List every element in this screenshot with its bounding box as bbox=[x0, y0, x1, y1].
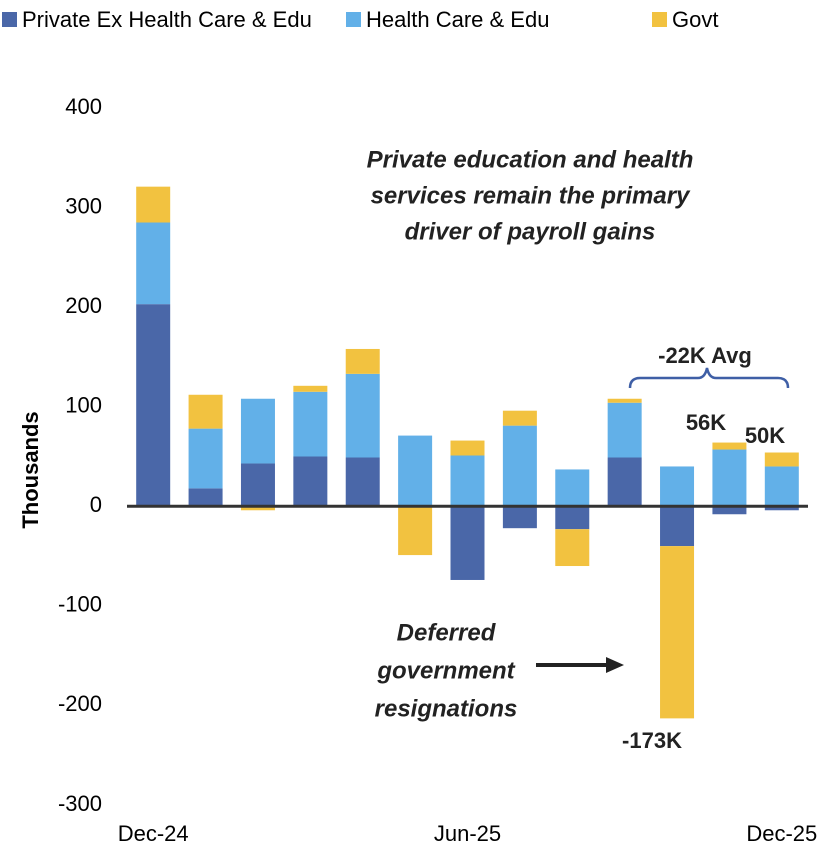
y-tick-label: 100 bbox=[65, 393, 102, 418]
x-tick-label: Dec-24 bbox=[118, 821, 189, 846]
bar-segment bbox=[764, 452, 799, 467]
average-label: -22K Avg bbox=[658, 343, 752, 368]
bar-segment bbox=[660, 546, 695, 719]
bar-segment bbox=[398, 506, 433, 556]
bar-segment bbox=[345, 373, 380, 458]
annotation: resignations bbox=[375, 695, 518, 722]
y-tick-label: 400 bbox=[65, 94, 102, 119]
legend-swatch bbox=[346, 12, 361, 27]
bar-segment bbox=[712, 506, 747, 515]
bar-segment bbox=[188, 488, 223, 507]
y-tick-label: -300 bbox=[58, 791, 102, 816]
bar-segment bbox=[607, 402, 642, 458]
bar-segment bbox=[712, 442, 747, 450]
y-tick-label: 300 bbox=[65, 193, 102, 218]
arrow-head bbox=[606, 657, 624, 673]
bar-segment bbox=[240, 463, 275, 507]
bar-segment bbox=[188, 428, 223, 489]
bar-segment bbox=[555, 529, 590, 567]
bar-segment bbox=[188, 394, 223, 429]
annotation: Deferred bbox=[397, 619, 497, 646]
annotation: Private education and health bbox=[367, 146, 694, 173]
bar-segment bbox=[450, 440, 485, 456]
bar-segment bbox=[293, 391, 328, 457]
total-label: -173K bbox=[622, 728, 682, 753]
bar-segment bbox=[660, 506, 695, 547]
bar-segment bbox=[502, 506, 537, 529]
total-label: 50K bbox=[745, 423, 785, 448]
bar-segment bbox=[555, 469, 590, 507]
bar-segment bbox=[293, 385, 328, 392]
brace bbox=[628, 367, 790, 389]
bar-segment bbox=[345, 348, 380, 374]
annotation: driver of payroll gains bbox=[405, 218, 656, 245]
annotation: government bbox=[376, 657, 515, 684]
annotation: services remain the primary bbox=[371, 182, 691, 209]
bar-segment bbox=[398, 435, 433, 507]
bar-segment bbox=[240, 506, 275, 511]
y-tick-label: -200 bbox=[58, 691, 102, 716]
bar-segment bbox=[555, 506, 590, 530]
bar-segment bbox=[136, 222, 171, 305]
y-tick-label: -100 bbox=[58, 592, 102, 617]
bar-segment bbox=[607, 457, 642, 507]
legend-swatch bbox=[2, 12, 17, 27]
legend-label: Govt bbox=[672, 7, 718, 32]
bar-segment bbox=[764, 506, 799, 511]
y-axis-label: Thousands bbox=[18, 411, 43, 528]
bar-segment bbox=[502, 410, 537, 426]
legend-label: Private Ex Health Care & Edu bbox=[22, 7, 312, 32]
bar-segment bbox=[345, 457, 380, 507]
bar-segment bbox=[502, 425, 537, 507]
bar-segment bbox=[712, 449, 747, 507]
bar-segment bbox=[136, 186, 171, 223]
bar-segment bbox=[136, 304, 171, 507]
x-tick-label: Jun-25 bbox=[434, 821, 501, 846]
legend-label: Health Care & Edu bbox=[366, 7, 549, 32]
y-tick-label: 0 bbox=[90, 492, 102, 517]
x-tick-label: Dec-25 bbox=[746, 821, 817, 846]
legend-swatch bbox=[652, 12, 667, 27]
total-label: 56K bbox=[686, 410, 726, 435]
bar-segment bbox=[764, 466, 799, 507]
annotations: Private education and health services re… bbox=[367, 146, 790, 753]
bar-segment bbox=[607, 398, 642, 403]
bar-segment bbox=[293, 456, 328, 507]
bar-segment bbox=[450, 506, 485, 580]
bar-segment bbox=[660, 466, 695, 507]
bar-segment bbox=[240, 398, 275, 464]
bar-segment bbox=[450, 455, 485, 507]
y-tick-label: 200 bbox=[65, 293, 102, 318]
